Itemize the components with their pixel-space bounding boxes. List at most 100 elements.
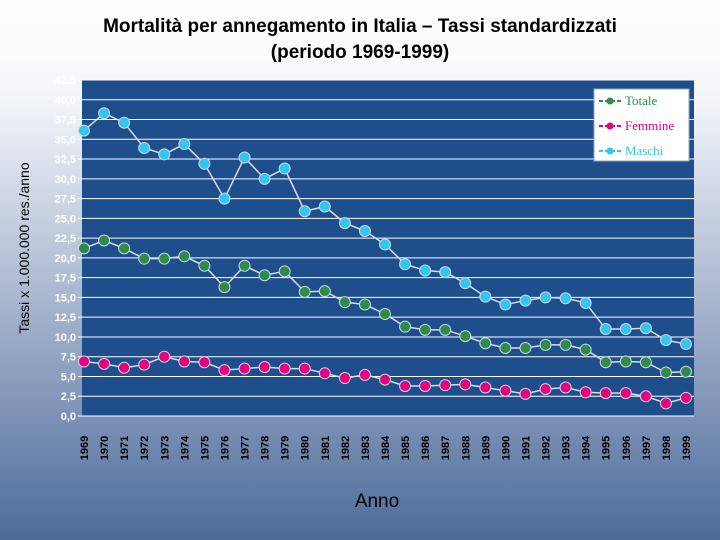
- data-point-femmine: [138, 358, 151, 371]
- y-tick-label: 35,0: [55, 134, 76, 146]
- x-tick-label: 1984: [380, 435, 392, 460]
- data-point-totale: [298, 285, 311, 298]
- data-point-femmine: [78, 355, 90, 368]
- data-point-totale: [539, 338, 552, 351]
- y-tick-label: 40,0: [55, 95, 76, 107]
- y-tick-label: 27,5: [55, 194, 76, 206]
- data-point-maschi: [479, 290, 492, 303]
- data-point-femmine: [118, 361, 131, 374]
- data-point-maschi: [118, 116, 131, 129]
- data-point-femmine: [358, 368, 371, 381]
- data-point-femmine: [158, 350, 171, 363]
- chart-title: Mortalità per annegamento in Italia – Ta…: [0, 14, 720, 66]
- data-point-totale: [399, 320, 412, 333]
- data-point-femmine: [579, 386, 592, 399]
- data-point-femmine: [338, 372, 351, 385]
- data-point-maschi: [579, 296, 592, 309]
- y-tick-label: 30,0: [55, 174, 76, 186]
- chart-title-line2: (periodo 1969-1999): [270, 42, 450, 63]
- x-tick-label: 1983: [360, 436, 372, 460]
- x-tick-label: 1991: [520, 436, 532, 460]
- x-tick-label: 1980: [300, 436, 312, 460]
- data-point-maschi: [519, 294, 532, 307]
- x-tick-label: 1990: [500, 436, 512, 460]
- data-point-femmine: [459, 378, 472, 391]
- data-point-totale: [358, 298, 371, 311]
- data-point-totale: [519, 342, 532, 355]
- y-tick-label: 5,0: [61, 371, 76, 383]
- data-point-femmine: [599, 387, 612, 400]
- data-point-totale: [218, 281, 231, 294]
- data-point-totale: [178, 250, 191, 263]
- data-point-femmine: [258, 360, 271, 373]
- y-axis-ticks: 0,0 2,5 5,0 7,5 10,0 12,5 15,0 17,5 20,0 22,5 25,0…: [55, 75, 82, 423]
- x-axis-ticks: 1969 1970 1971 1972 1973 1974 1975 1976 1977 1978…: [79, 435, 693, 460]
- x-tick-label: 1996: [621, 436, 633, 460]
- data-point-maschi: [619, 323, 632, 336]
- y-tick-label: 17,5: [55, 273, 76, 285]
- data-point-maschi: [559, 292, 572, 305]
- y-tick-label: 37,5: [55, 115, 76, 127]
- x-tick-label: 1988: [460, 436, 472, 460]
- x-tick-label: 1969: [79, 436, 91, 460]
- series-femmine: [78, 350, 692, 410]
- data-point-maschi: [78, 124, 90, 137]
- legend-swatch-marker: [606, 122, 614, 130]
- data-point-totale: [559, 338, 572, 351]
- x-tick-label: 1999: [681, 436, 693, 460]
- data-point-femmine: [379, 373, 391, 386]
- chart-title-line1: Mortalità per annegamento in Italia – Ta…: [103, 16, 617, 37]
- data-point-maschi: [659, 334, 672, 347]
- data-point-totale: [459, 330, 472, 343]
- data-point-femmine: [318, 367, 331, 380]
- x-tick-label: 1994: [581, 435, 593, 460]
- y-tick-label: 42,5: [55, 75, 76, 87]
- data-point-totale: [379, 308, 391, 321]
- legend-label-maschi: Maschi: [625, 143, 664, 158]
- x-tick-label: 1989: [480, 436, 492, 460]
- data-point-maschi: [419, 264, 432, 277]
- data-point-totale: [479, 337, 492, 350]
- data-point-maschi: [138, 141, 151, 154]
- y-tick-label: 20,0: [55, 253, 76, 265]
- legend-swatch-marker: [606, 147, 614, 155]
- gridlines: [82, 79, 694, 417]
- y-axis-label: Tassi x 1.000.000 res./anno: [16, 162, 32, 333]
- y-tick-label: 32,5: [55, 154, 76, 166]
- data-point-maschi: [459, 277, 472, 290]
- y-tick-label: 25,0: [55, 213, 76, 225]
- y-tick-label: 10,0: [55, 332, 76, 344]
- x-tick-label: 1974: [179, 435, 191, 460]
- data-point-maschi: [178, 138, 191, 151]
- data-point-totale: [579, 343, 592, 356]
- data-point-femmine: [178, 355, 191, 368]
- data-point-femmine: [539, 383, 552, 396]
- x-tick-label: 1977: [240, 436, 252, 460]
- data-point-totale: [439, 323, 452, 336]
- legend-swatch-marker: [606, 97, 614, 105]
- x-tick-label: 1992: [541, 436, 553, 460]
- data-point-totale: [659, 366, 672, 379]
- series-maschi: [78, 107, 692, 351]
- data-point-maschi: [358, 225, 371, 238]
- data-point-maschi: [198, 157, 211, 170]
- y-tick-label: 12,5: [55, 312, 76, 324]
- x-tick-label: 1979: [280, 436, 292, 460]
- data-point-maschi: [338, 217, 351, 230]
- x-tick-label: 1987: [440, 436, 452, 460]
- x-tick-label: 1985: [400, 436, 412, 460]
- data-point-femmine: [218, 364, 231, 377]
- data-point-femmine: [419, 379, 432, 392]
- legend-label-totale: Totale: [625, 93, 658, 108]
- x-tick-label: 1982: [340, 436, 352, 460]
- legend: Totale Femmine Maschi: [593, 88, 690, 162]
- data-point-femmine: [619, 387, 632, 400]
- data-point-totale: [258, 269, 271, 282]
- x-tick-label: 1975: [199, 436, 211, 460]
- data-point-maschi: [639, 322, 652, 335]
- data-point-totale: [639, 356, 652, 369]
- data-point-maschi: [98, 107, 111, 120]
- data-point-femmine: [198, 356, 211, 369]
- x-tick-label: 1971: [119, 436, 131, 460]
- x-tick-label: 1978: [260, 436, 272, 460]
